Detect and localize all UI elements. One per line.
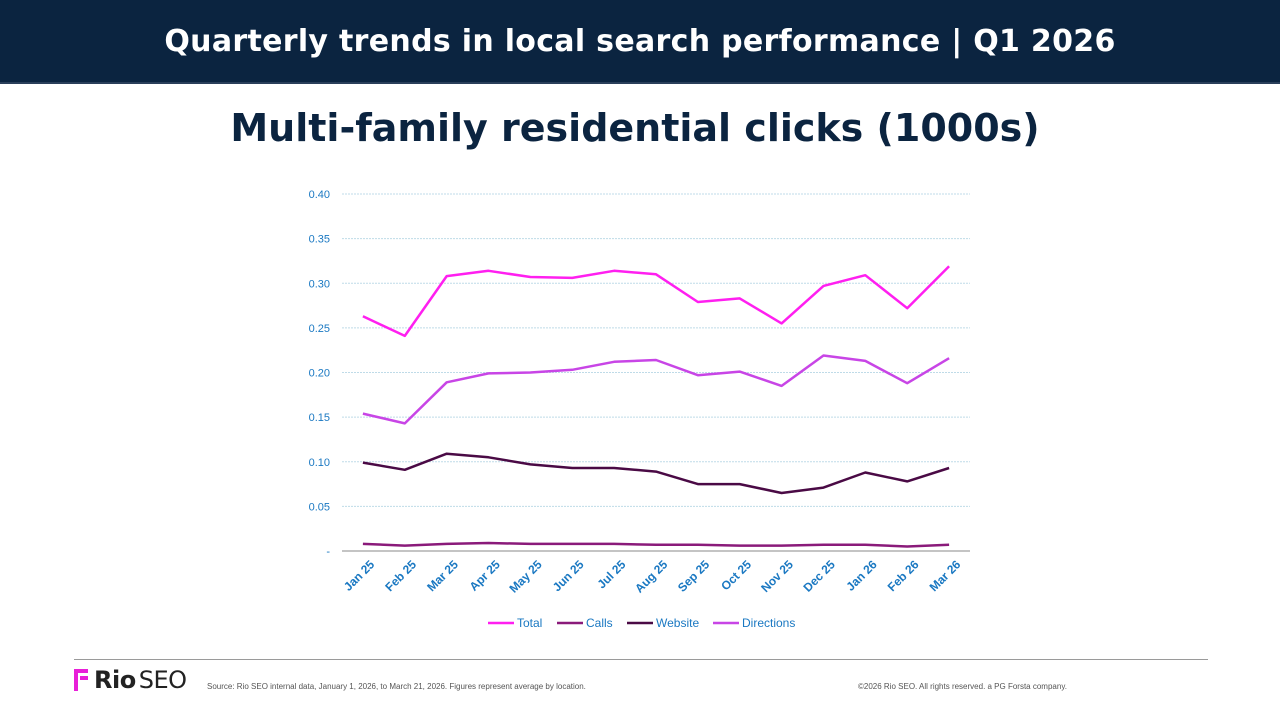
logo-text-rio: Rio: [94, 666, 136, 694]
chart-title: Multi-family residential clicks (1000s): [230, 106, 1040, 150]
header-band: Quarterly trends in local search perform…: [0, 0, 1280, 84]
series-line-calls: [362, 541, 950, 548]
logo-text-seo: SEO: [138, 666, 187, 694]
y-tick-label: -: [326, 546, 330, 558]
x-tick-label: Feb 26: [885, 557, 922, 594]
legend-label-total: Total: [517, 616, 542, 630]
x-tick-label: Mar 25: [424, 557, 461, 594]
x-tick-label: Apr 25: [467, 557, 504, 594]
logo-mark-icon: [74, 669, 90, 691]
copyright-note: ©2026 Rio SEO. All rights reserved. a PG…: [858, 682, 1067, 691]
page-title: Quarterly trends in local search perform…: [164, 23, 1116, 59]
legend-label-directions: Directions: [742, 616, 795, 630]
x-tick-label: Oct 25: [718, 557, 754, 593]
x-tick-label: Sep 25: [675, 557, 712, 594]
y-tick-label: 0.10: [309, 457, 330, 469]
x-tick-label: May 25: [507, 557, 545, 595]
y-tick-label: 0.05: [309, 501, 330, 513]
x-tick-label: Dec 25: [801, 557, 838, 594]
y-tick-label: 0.25: [309, 323, 330, 335]
y-tick-label: 0.35: [309, 234, 330, 246]
x-tick-label: Jan 25: [341, 557, 378, 594]
x-tick-label: Mar 26: [927, 557, 964, 594]
x-tick-label: Nov 25: [758, 557, 796, 595]
rio-seo-logo: Rio SEO: [74, 666, 187, 694]
x-tick-label: Jan 26: [843, 557, 880, 594]
legend-label-website: Website: [656, 616, 699, 630]
x-tick-label: Feb 25: [382, 557, 419, 594]
series-line-website: [362, 452, 950, 495]
series-line-directions: [362, 354, 950, 425]
x-tick-label: Aug 25: [632, 557, 670, 595]
y-tick-label: 0.20: [309, 368, 330, 380]
y-tick-label: 0.15: [309, 412, 330, 424]
legend-label-calls: Calls: [586, 616, 613, 630]
source-note: Source: Rio SEO internal data, January 1…: [207, 682, 586, 691]
y-tick-label: 0.30: [309, 278, 330, 290]
footer-divider: [74, 659, 1208, 660]
y-tick-label: 0.40: [309, 189, 330, 201]
x-tick-label: Jun 25: [550, 557, 587, 594]
series-line-total: [362, 265, 950, 338]
x-tick-label: Jul 25: [595, 557, 629, 591]
